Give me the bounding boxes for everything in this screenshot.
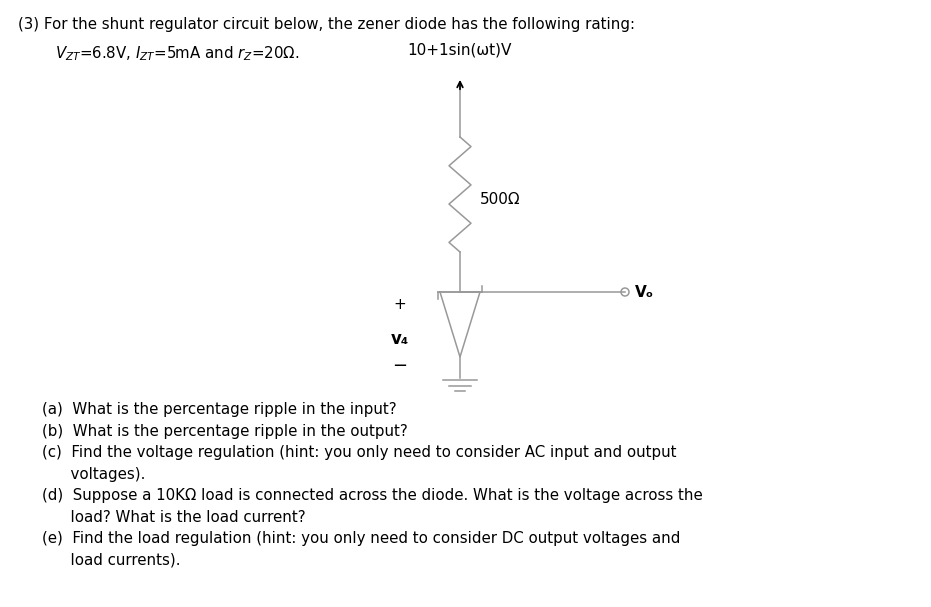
Text: 10+1sin(ωt)V: 10+1sin(ωt)V: [408, 42, 512, 57]
Text: (3) For the shunt regulator circuit below, the zener diode has the following rat: (3) For the shunt regulator circuit belo…: [18, 17, 635, 32]
Text: (e)  Find the load regulation (hint: you only need to consider DC output voltage: (e) Find the load regulation (hint: you …: [42, 531, 681, 546]
Text: (d)  Suppose a 10KΩ load is connected across the diode. What is the voltage acro: (d) Suppose a 10KΩ load is connected acr…: [42, 488, 703, 503]
Text: (c)  Find the voltage regulation (hint: you only need to consider AC input and o: (c) Find the voltage regulation (hint: y…: [42, 445, 677, 460]
Text: Vₒ: Vₒ: [635, 285, 654, 299]
Text: (a)  What is the percentage ripple in the input?: (a) What is the percentage ripple in the…: [42, 402, 397, 417]
Text: v₄: v₄: [391, 330, 409, 347]
Text: load currents).: load currents).: [42, 552, 181, 568]
Text: $V_{ZT}$=6.8V, $I_{ZT}$=5mA and $r_Z$=20Ω.: $V_{ZT}$=6.8V, $I_{ZT}$=5mA and $r_Z$=20…: [55, 44, 300, 63]
Text: voltages).: voltages).: [42, 467, 145, 481]
Text: 500Ω: 500Ω: [480, 192, 520, 207]
Text: load? What is the load current?: load? What is the load current?: [42, 509, 305, 524]
Text: +: +: [394, 297, 406, 312]
Text: (b)  What is the percentage ripple in the output?: (b) What is the percentage ripple in the…: [42, 424, 408, 438]
Text: −: −: [393, 358, 408, 376]
